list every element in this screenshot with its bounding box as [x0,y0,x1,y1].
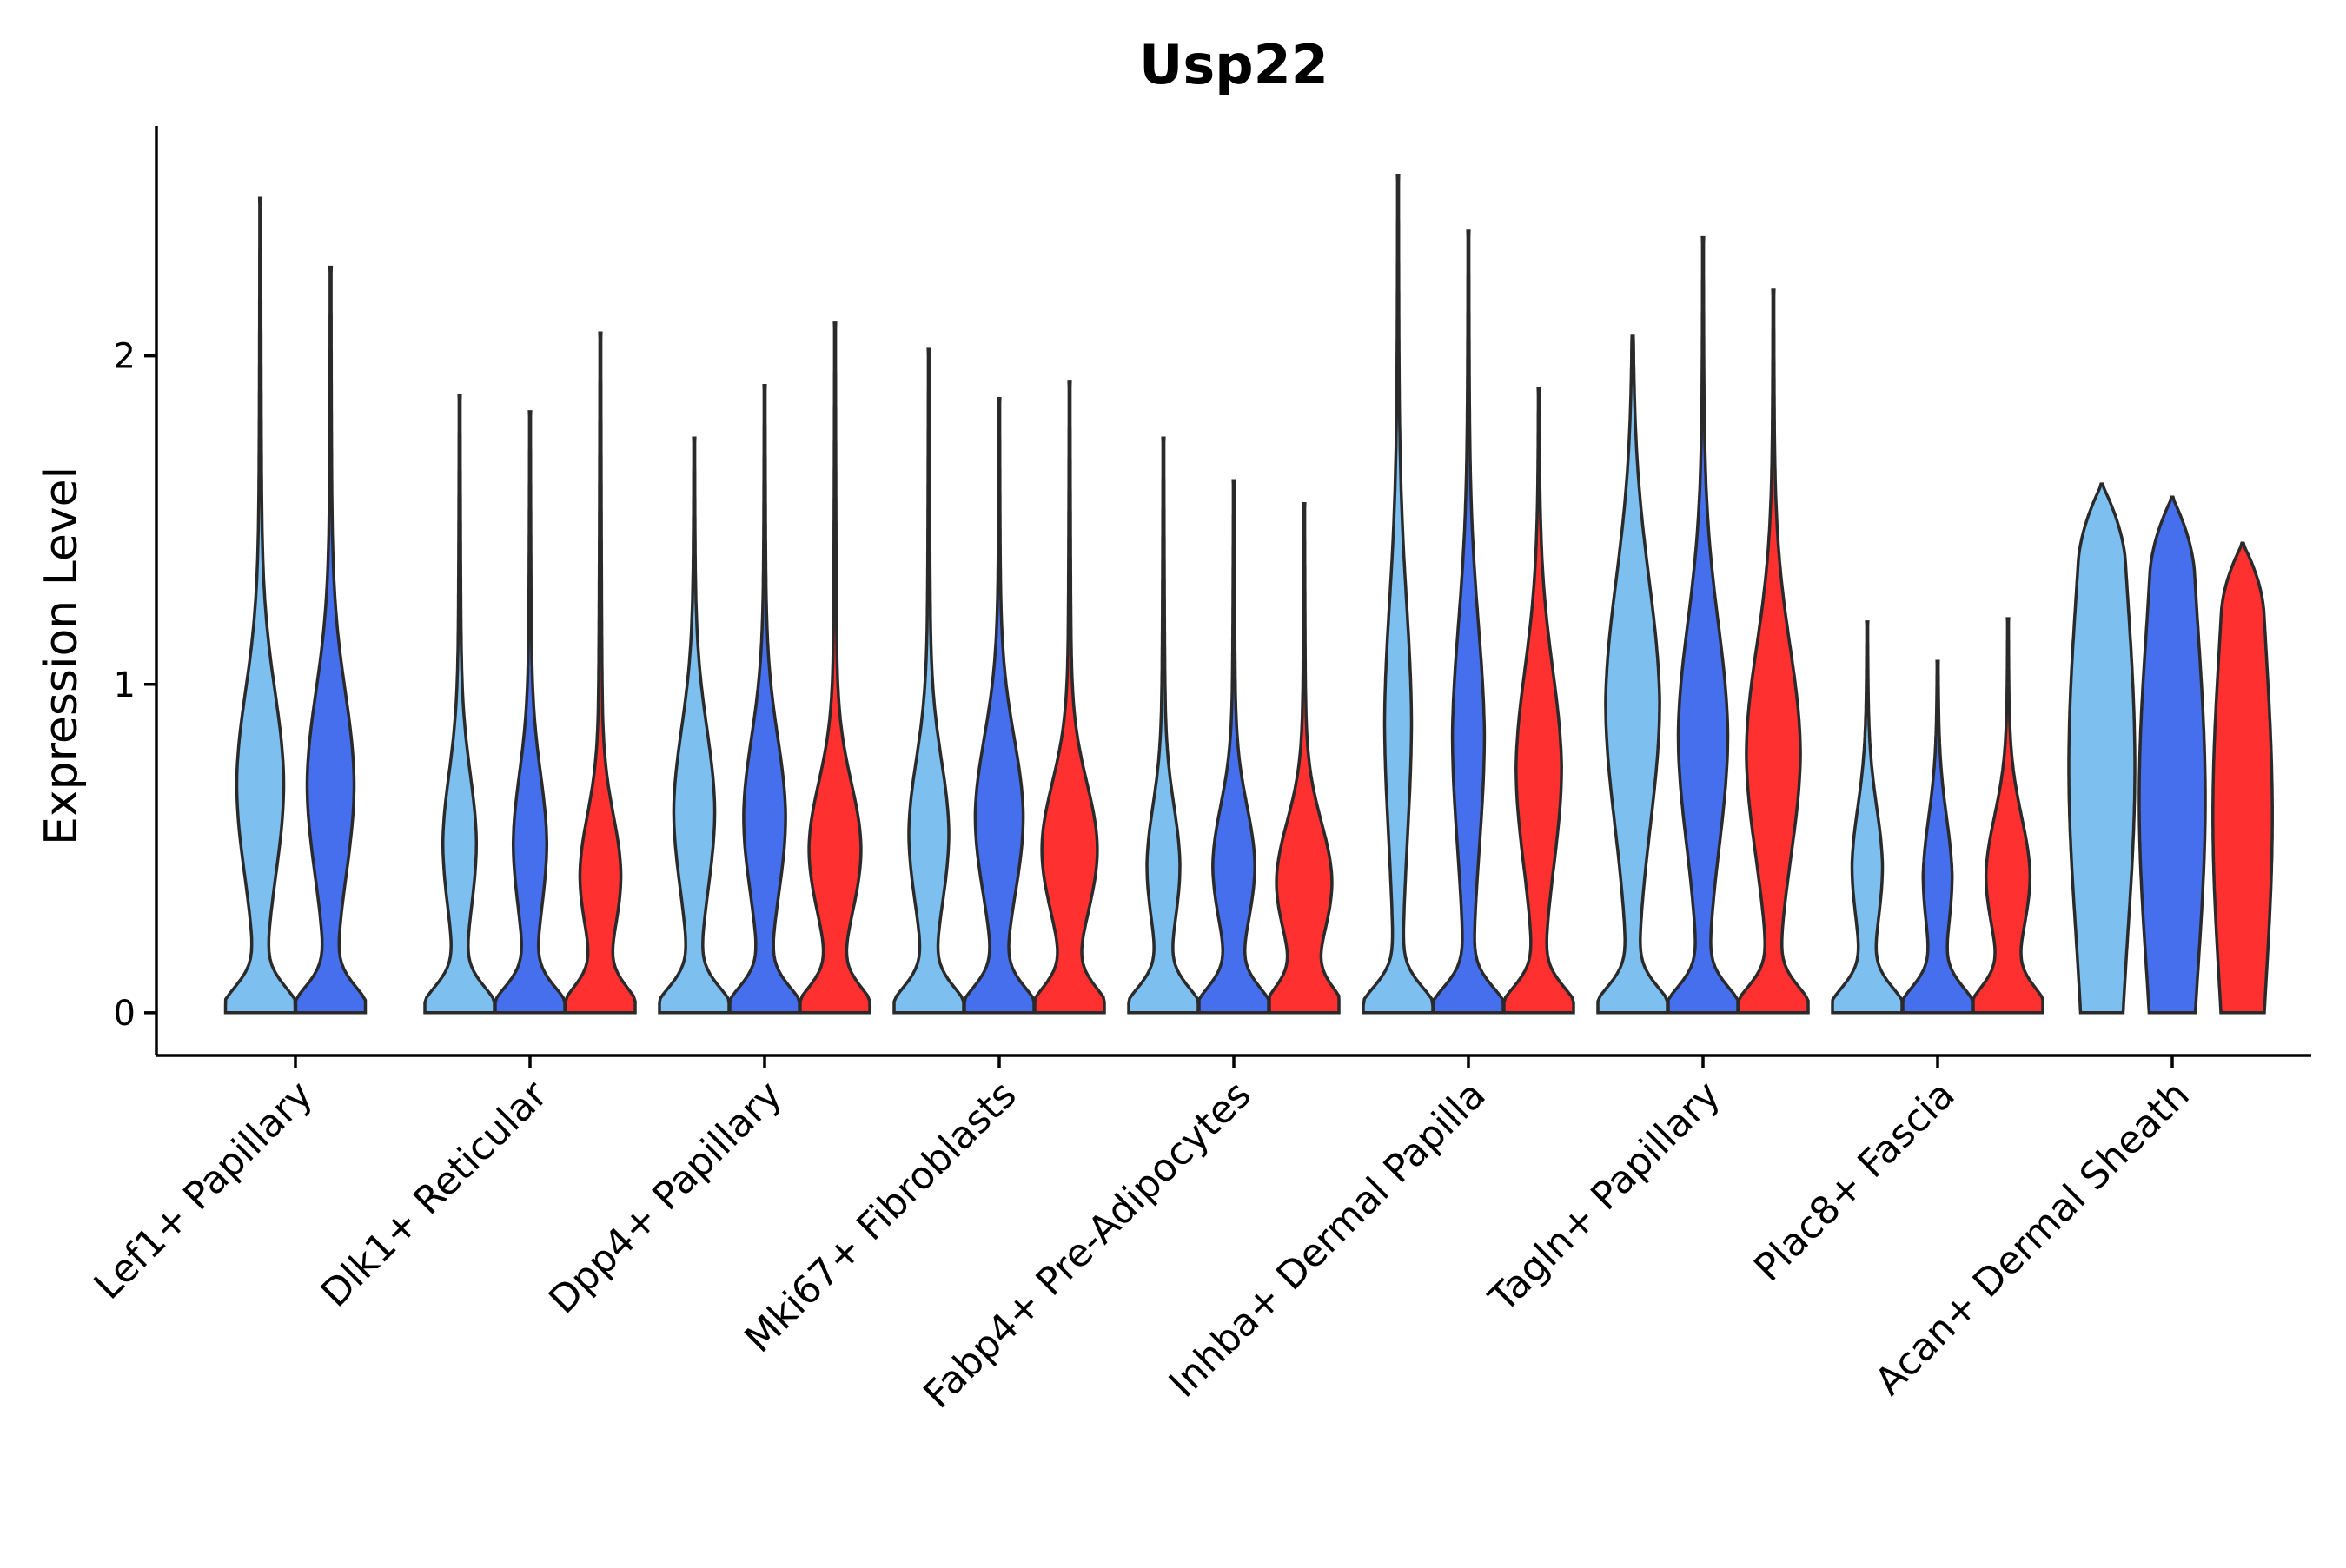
violin-cond2 [1432,229,1505,1015]
violin-cond3 [564,331,637,1015]
violin-cond2 [294,265,368,1015]
violin-cond1 [2067,482,2137,1015]
violin-cond2 [1197,479,1270,1015]
violin-cond1 [658,436,731,1015]
violin-cond1 [1596,334,1669,1015]
violin-group [1127,436,1341,1015]
violin-cond1 [223,196,297,1015]
violin-cond3 [1737,288,1810,1015]
violin-group [423,331,637,1015]
violin-group [1596,235,1810,1015]
violin-group [892,347,1106,1015]
violin-group [1362,173,1575,1015]
violin-group [1831,617,2044,1015]
y-tick-label: 1 [114,665,136,705]
violin-cond2 [1901,659,1974,1015]
y-tick-label: 0 [114,994,136,1034]
violin-group [658,321,871,1015]
x-tick-label: Dpp4+ Papillary [540,1073,791,1323]
violin-cond1 [892,347,965,1015]
y-tick-label: 2 [114,337,136,377]
x-tick-label: Dlk1+ Reticular [313,1072,557,1316]
violin-group [223,196,368,1015]
violin-cond2 [2137,495,2207,1015]
violin-cond3 [1972,617,2044,1015]
violin-cond2 [728,383,801,1015]
chart-title: Usp22 [1139,33,1329,96]
violin-cond2 [1667,235,1740,1015]
violin-cond3 [1268,502,1341,1015]
violin-cond3 [1033,380,1106,1015]
violin-cond3 [1502,387,1575,1015]
violin-cond1 [1831,620,1904,1015]
violin-cond3 [799,321,871,1015]
violin-cond2 [494,410,567,1015]
y-axis-label: Expression Level [36,466,88,845]
x-tick-label: Plac8+ Fascia [1746,1073,1964,1291]
violin-cond1 [1127,436,1200,1015]
violin-cond1 [423,394,496,1015]
x-tick-label: Lef1+ Papillary [86,1073,321,1308]
x-tick-label: Tagln+ Papillary [1481,1073,1729,1321]
violin-cond3 [2211,541,2274,1015]
violin-cond2 [963,397,1036,1015]
violin-cond1 [1362,173,1435,1015]
violin-group [2067,482,2274,1015]
